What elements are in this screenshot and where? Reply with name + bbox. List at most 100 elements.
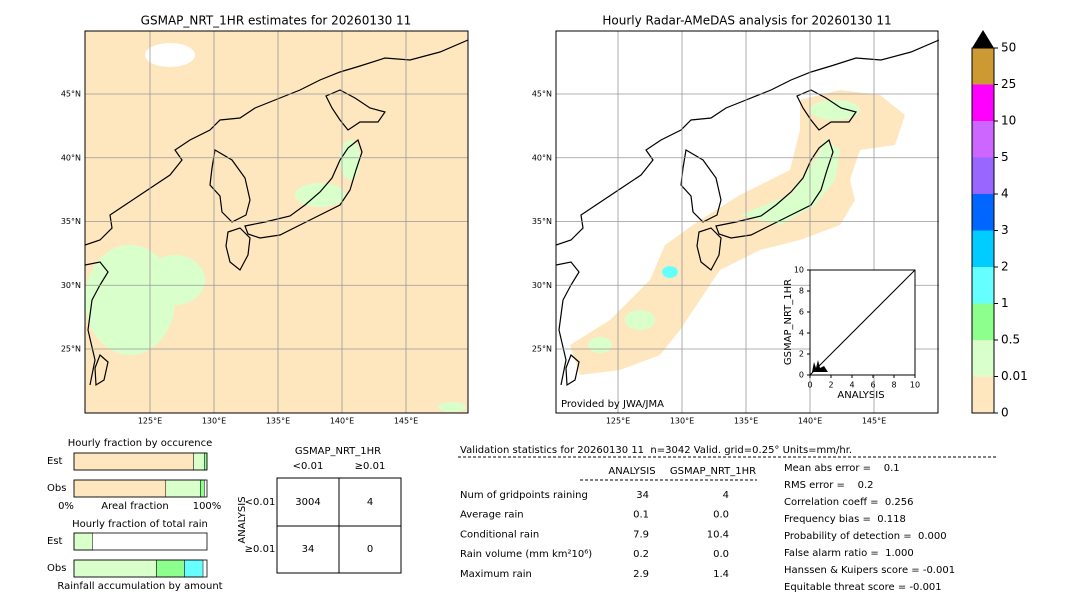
row-axis-label: ANALYSIS — [237, 496, 248, 543]
colorbar-box — [972, 376, 994, 413]
colorbar-label: 1 — [1001, 296, 1009, 310]
credit: Provided by JWA/JMA — [561, 399, 664, 410]
inset-x-label: ANALYSIS — [837, 390, 884, 401]
colorbar-label: 0.5 — [1001, 333, 1020, 347]
colorbar-label: 50 — [1001, 41, 1016, 55]
lon-label: 125°E — [606, 417, 630, 426]
stat-value: 7.9 — [633, 529, 649, 540]
stat-label: Average rain — [460, 510, 524, 521]
y-tick-label: 6 — [799, 308, 804, 317]
lon-label: 130°E — [670, 417, 694, 426]
lat-label: 25°N — [532, 345, 552, 354]
lon-label: 140°E — [798, 417, 822, 426]
stat-value: 1.4 — [713, 569, 729, 580]
cell: 34 — [302, 544, 315, 555]
stat-label: Rain volume (mm km²10⁶) — [460, 549, 592, 560]
bar-frame — [73, 559, 208, 578]
axis-min: 0% — [58, 501, 74, 512]
row-label: Est — [47, 456, 63, 467]
score: RMS error = 0.2 — [784, 480, 874, 491]
fraction-segment — [200, 479, 205, 498]
row-label: Est — [47, 536, 63, 547]
fraction-segment — [73, 532, 93, 551]
score: False alarm ratio = 1.000 — [784, 548, 914, 559]
axis-label: Rainfall accumulation by amount — [57, 581, 222, 592]
inset-diagonal — [809, 269, 916, 376]
row-label: Obs — [47, 563, 66, 574]
colorbar-box — [972, 303, 994, 340]
stat-value: 2.9 — [633, 569, 649, 580]
stat-value: 0.2 — [633, 549, 649, 560]
stat-label: Conditional rain — [460, 529, 539, 540]
stats-title: Validation statistics for 20260130 11 n=… — [460, 445, 852, 456]
score: Mean abs error = 0.1 — [784, 463, 900, 474]
fraction-segment — [193, 452, 205, 471]
stat-value: 4 — [723, 490, 729, 501]
fraction-segment — [165, 479, 201, 498]
lat-label: 40°N — [61, 153, 81, 162]
lat-label: 45°N — [532, 90, 552, 99]
y-tick-label: 2 — [799, 350, 804, 359]
x-tick-label: 2 — [828, 381, 833, 390]
axis-max: 100% — [193, 501, 222, 512]
colorbar-label: 2 — [1001, 260, 1009, 274]
column-label: ≥0.01 — [355, 461, 386, 472]
score: Equitable threat score = -0.001 — [784, 582, 942, 593]
y-tick-label: 4 — [799, 329, 804, 338]
bar-frame — [73, 479, 208, 498]
cell: 4 — [367, 497, 373, 508]
column-header: ANALYSIS — [608, 466, 655, 477]
lon-label: 130°E — [202, 417, 226, 426]
colorbar-box — [972, 267, 994, 304]
lon-label: 140°E — [330, 417, 354, 426]
lat-label: 35°N — [532, 217, 552, 226]
colorbar-box — [972, 84, 994, 121]
map-background — [85, 31, 468, 413]
colorbar-label: 0 — [1001, 406, 1009, 420]
colorbar-label: 3 — [1001, 223, 1009, 237]
panel-title: Hourly fraction by occurence — [68, 438, 212, 449]
inset-y-label: GSMAP_NRT_1HR — [783, 279, 794, 365]
row-label: ≥0.01 — [245, 544, 276, 555]
fraction-segment — [73, 559, 157, 578]
lat-label: 40°N — [532, 153, 552, 162]
column-header: GSMAP_NRT_1HR — [670, 466, 756, 477]
colorbar-box — [972, 230, 994, 267]
stat-value: 0.1 — [633, 510, 649, 521]
fraction-segment — [184, 559, 204, 578]
lon-label: 125°E — [138, 417, 162, 426]
bar-frame — [73, 452, 208, 471]
cell: 3004 — [295, 497, 320, 508]
stat-label: Num of gridpoints raining — [460, 490, 588, 501]
lat-label: 35°N — [61, 217, 81, 226]
colorbar-extension — [972, 30, 994, 48]
lat-label: 45°N — [61, 90, 81, 99]
lat-label: 30°N — [532, 281, 552, 290]
table-title: GSMAP_NRT_1HR — [295, 446, 381, 457]
map-title: Hourly Radar-AMeDAS analysis for 2026013… — [602, 14, 891, 28]
x-tick-label: 8 — [891, 381, 896, 390]
panel-title: Hourly fraction of total rain — [72, 519, 208, 530]
score: Probability of detection = 0.000 — [784, 531, 947, 542]
x-tick-label: 0 — [807, 381, 812, 390]
colorbar-label: 25 — [1001, 77, 1016, 91]
y-tick-label: 10 — [794, 266, 804, 275]
colorbar-box — [972, 194, 994, 231]
x-tick-label: 4 — [849, 381, 854, 390]
axis-label: Areal fraction — [101, 501, 168, 512]
lon-label: 135°E — [266, 417, 290, 426]
cell: 0 — [367, 544, 373, 555]
stat-value: 0.0 — [713, 549, 729, 560]
map-frame — [555, 30, 939, 414]
score: Hanssen & Kuipers score = -0.001 — [784, 565, 955, 576]
colorbar-label: 4 — [1001, 187, 1009, 201]
stat-value: 34 — [636, 490, 649, 501]
y-tick-label: 0 — [799, 371, 804, 380]
fraction-segment — [156, 559, 185, 578]
lon-label: 145°E — [394, 417, 418, 426]
fraction-segment — [73, 479, 167, 498]
bar-frame — [73, 532, 208, 551]
stat-value: 0.0 — [713, 510, 729, 521]
colorbar-box — [972, 121, 994, 158]
